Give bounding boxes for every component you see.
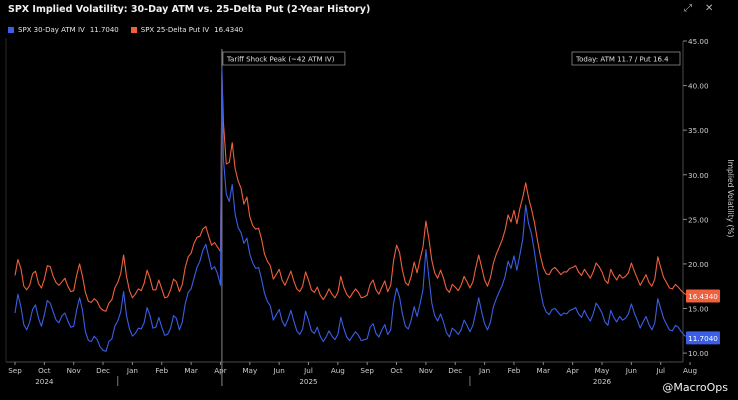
x-tick-label: Aug bbox=[331, 366, 345, 375]
x-tick-label: Apr bbox=[214, 366, 226, 375]
last-value-tag-atm-text: 11.7040 bbox=[688, 334, 718, 343]
last-value-tag-atm-bg bbox=[686, 331, 720, 345]
y-axis-title: Implied Volatility (%) bbox=[726, 160, 735, 238]
series-line-atm bbox=[14, 67, 691, 352]
x-year-label: 2024 bbox=[35, 377, 54, 386]
x-tick-label: Apr bbox=[566, 366, 578, 375]
legend-value-put: 16.4340 bbox=[214, 26, 244, 34]
x-tick-label: Feb bbox=[508, 366, 521, 375]
x-tick-label: Nov bbox=[419, 366, 434, 375]
watermark: @MacroOps bbox=[662, 381, 728, 394]
x-tick-label: Oct bbox=[390, 366, 403, 375]
x-tick-label: Feb bbox=[155, 366, 168, 375]
x-tick-label: Jul bbox=[655, 366, 665, 375]
legend-label-atm: SPX 30-Day ATM IV bbox=[18, 26, 85, 34]
x-tick-label: Oct bbox=[38, 366, 51, 375]
today-annotation-box bbox=[571, 51, 681, 66]
chart-legend: SPX 30-Day ATM IV 11.7040 SPX 25-Delta P… bbox=[8, 26, 243, 34]
y-tick-label: 35.00 bbox=[688, 126, 709, 135]
y-tick-label: 25.00 bbox=[688, 215, 709, 224]
legend-swatch-atm bbox=[8, 27, 14, 33]
legend-item-atm[interactable]: SPX 30-Day ATM IV 11.7040 bbox=[8, 26, 119, 34]
x-year-label: 2025 bbox=[299, 377, 317, 386]
series-line-put bbox=[14, 71, 691, 312]
y-tick-label: 20.00 bbox=[688, 260, 709, 269]
x-tick-label: Dec bbox=[448, 366, 462, 375]
last-value-tag-put-bg bbox=[686, 289, 720, 303]
x-tick-label: Sep bbox=[360, 366, 374, 375]
legend-label-put: SPX 25-Delta Put IV bbox=[140, 26, 210, 34]
x-tick-label: Jul bbox=[303, 366, 313, 375]
legend-item-put[interactable]: SPX 25-Delta Put IV 16.4340 bbox=[130, 26, 244, 34]
close-icon[interactable]: ✕ bbox=[705, 3, 714, 14]
x-tick-label: Jun bbox=[625, 366, 637, 375]
chart-title: SPX Implied Volatility: 30-Day ATM vs. 2… bbox=[8, 4, 371, 15]
x-tick-label: Aug bbox=[683, 366, 697, 375]
x-tick-label: Mar bbox=[537, 366, 551, 375]
x-tick-label: Sep bbox=[8, 366, 22, 375]
x-tick-label: May bbox=[242, 366, 258, 375]
x-tick-label: Jan bbox=[126, 366, 138, 375]
y-tick-label: 45.00 bbox=[688, 37, 709, 46]
x-tick-label: Jun bbox=[273, 366, 285, 375]
legend-swatch-put bbox=[130, 27, 137, 33]
x-tick-label: May bbox=[595, 366, 611, 375]
last-value-tag-put-text: 16.4340 bbox=[688, 292, 718, 301]
today-annotation-text: Today: ATM 11.7 / Put 16.4 bbox=[575, 56, 669, 64]
x-tick-label: Jan bbox=[478, 366, 490, 375]
y-tick-label: 40.00 bbox=[688, 82, 709, 91]
x-tick-label: Dec bbox=[96, 366, 110, 375]
x-tick-label: Mar bbox=[184, 366, 198, 375]
x-tick-label: Nov bbox=[67, 366, 82, 375]
tariff-annotation-text: Tariff Shock Peak (~42 ATM IV) bbox=[226, 56, 335, 64]
y-tick-label: 30.00 bbox=[688, 171, 709, 180]
y-tick-label: 10.00 bbox=[688, 349, 709, 358]
y-tick-label: 15.00 bbox=[688, 305, 709, 314]
restore-window-icon[interactable]: ⤢ bbox=[684, 3, 692, 14]
tariff-annotation-box bbox=[222, 51, 346, 66]
x-year-label: 2026 bbox=[593, 377, 612, 386]
legend-value-atm: 11.7040 bbox=[89, 26, 119, 34]
